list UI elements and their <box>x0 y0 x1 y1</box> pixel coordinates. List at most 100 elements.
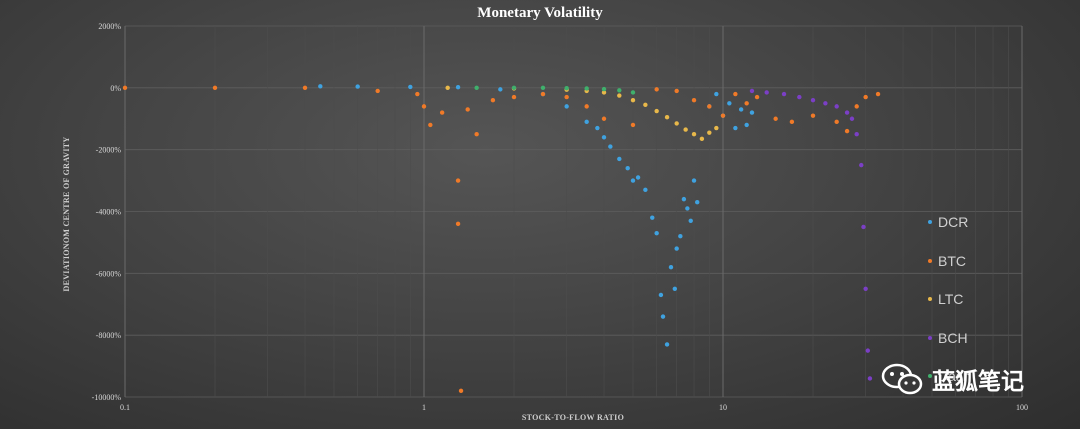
data-point-btc <box>428 122 433 128</box>
data-point-btc <box>810 113 816 118</box>
data-point-dash <box>474 85 479 91</box>
data-point-bch <box>867 376 873 381</box>
chart-legend: DCR BTC LTC BCH Dash <box>928 203 971 396</box>
data-point-btc <box>875 91 881 97</box>
data-point-btc <box>754 94 760 100</box>
data-point-dash <box>630 90 636 95</box>
data-point-bch <box>797 94 802 100</box>
x-tick-label: 100 <box>1016 403 1028 412</box>
data-point-ltc <box>630 98 636 103</box>
watermark: 蓝狐笔记 <box>880 362 1024 396</box>
data-point-btc <box>844 128 850 134</box>
data-point-dash <box>540 85 546 91</box>
data-point-bch <box>865 348 871 353</box>
data-point-btc <box>654 87 659 92</box>
data-point-dcr <box>714 91 719 97</box>
data-point-dcr <box>595 125 600 131</box>
data-point-btc <box>421 104 427 109</box>
data-point-dcr <box>749 110 755 115</box>
data-point-btc <box>584 104 589 109</box>
data-point-btc <box>455 178 461 183</box>
legend-marker <box>928 258 932 263</box>
data-point-dcr <box>643 187 648 193</box>
y-tick-label: 2000% <box>98 22 121 31</box>
data-point-dcr <box>654 230 659 236</box>
data-point-dcr <box>625 166 630 171</box>
data-point-bch <box>764 90 769 95</box>
data-point-dcr <box>608 144 613 149</box>
data-point-dcr <box>733 125 738 131</box>
data-point-ltc <box>714 125 719 131</box>
data-point-btc <box>490 98 496 103</box>
data-point-ltc <box>601 90 607 95</box>
data-point-dcr <box>664 342 670 347</box>
data-point-btc <box>733 91 738 97</box>
x-tick-label: 1 <box>422 403 426 412</box>
data-point-bch <box>861 224 866 230</box>
data-point-ltc <box>699 136 705 142</box>
legend-item-btc: BTC <box>928 242 971 281</box>
y-axis-label: DEVIATIONOM CENTRE OF GRAVITY <box>62 136 71 291</box>
data-point-btc <box>720 113 726 118</box>
data-point-btc <box>302 85 308 91</box>
y-tick-label: -8000% <box>96 331 122 340</box>
data-point-btc <box>474 132 479 137</box>
y-tick-label: -2000% <box>96 146 122 155</box>
data-point-btc <box>122 85 128 91</box>
data-point-btc <box>707 104 712 109</box>
wechat-icon <box>881 363 923 395</box>
y-tick-label: 0% <box>110 84 121 93</box>
data-point-btc <box>458 388 464 394</box>
data-point-btc <box>674 88 679 94</box>
data-point-ltc <box>691 132 697 137</box>
data-point-ltc <box>654 108 659 114</box>
legend-item-ltc: LTC <box>928 280 971 319</box>
data-point-ltc <box>683 127 688 132</box>
data-point-dcr <box>727 101 732 106</box>
data-point-dcr <box>681 196 687 202</box>
legend-label: BCH <box>938 329 968 346</box>
data-point-btc <box>415 91 420 97</box>
data-point-btc <box>465 107 470 112</box>
data-point-dcr <box>355 84 360 89</box>
data-point-dcr <box>688 218 693 223</box>
data-point-btc <box>511 94 517 100</box>
data-point-dash <box>617 88 622 93</box>
data-point-bch <box>844 110 850 115</box>
data-point-btc <box>630 122 636 128</box>
data-point-bch <box>859 162 864 168</box>
legend-label: BTC <box>938 252 966 269</box>
legend-marker <box>928 335 932 340</box>
data-point-btc <box>375 88 380 94</box>
legend-label: Dash <box>938 368 971 385</box>
data-point-ltc <box>664 115 670 120</box>
data-point-dcr <box>660 314 666 319</box>
data-point-ltc <box>643 102 648 108</box>
data-point-dcr <box>635 175 641 180</box>
data-point-dcr <box>617 156 622 162</box>
watermark-text: 蓝狐笔记 <box>932 369 1024 395</box>
y-tick-label: -10000% <box>92 393 122 402</box>
data-point-btc <box>540 91 546 97</box>
data-point-dcr <box>658 292 664 298</box>
data-point-btc <box>773 116 778 121</box>
data-point-dcr <box>738 107 744 112</box>
legend-item-dcr: DCR <box>928 203 971 242</box>
data-point-bch <box>781 91 787 97</box>
data-point-dcr <box>564 104 569 109</box>
data-points <box>122 84 881 394</box>
data-point-btc <box>564 94 569 100</box>
data-point-dash <box>564 85 569 91</box>
legend-marker <box>928 297 932 302</box>
data-point-ltc <box>445 85 450 91</box>
legend-label: LTC <box>938 291 964 308</box>
y-tick-label: -6000% <box>96 269 122 278</box>
data-point-dash <box>511 85 517 91</box>
x-axis-label: STOCK-TO-FLOW RATIO <box>522 413 624 422</box>
legend-marker <box>928 220 932 225</box>
x-tick-label: 0.1 <box>120 403 130 412</box>
data-point-ltc <box>707 130 712 135</box>
data-point-btc <box>744 101 749 106</box>
data-point-btc <box>863 94 868 100</box>
data-point-bch <box>810 98 816 103</box>
